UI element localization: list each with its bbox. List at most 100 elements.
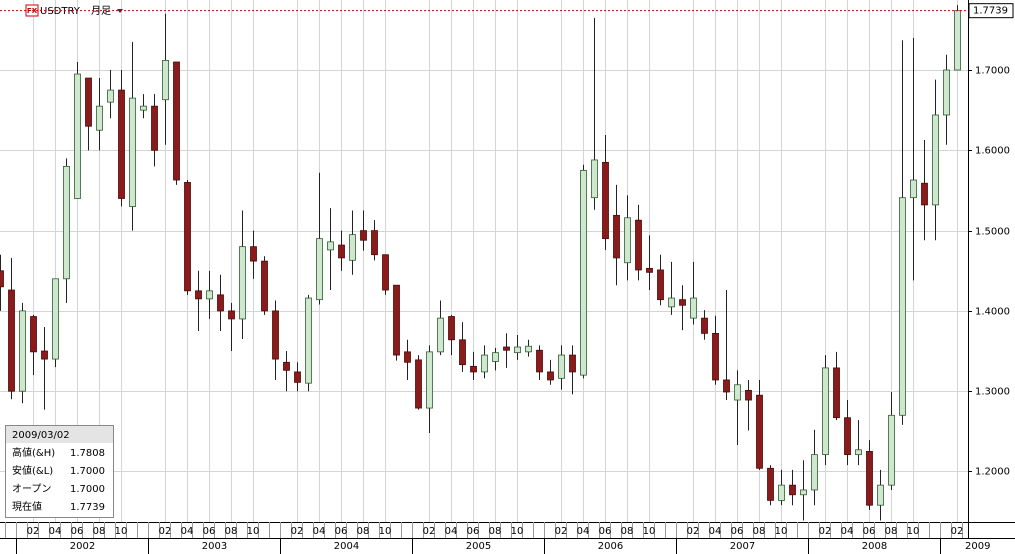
x-tick-label: 02 xyxy=(819,526,832,537)
info-value: 1.7000 xyxy=(70,466,105,477)
candle-body xyxy=(338,244,345,259)
candle-body xyxy=(118,89,125,199)
candle-body xyxy=(217,294,224,312)
candle-body xyxy=(382,254,389,291)
candle-body xyxy=(371,230,378,256)
candle-body xyxy=(690,297,697,319)
candle-body xyxy=(250,246,257,262)
y-tick-label: 1.6000 xyxy=(975,146,1010,157)
symbol: USDTRY xyxy=(40,6,81,17)
candle-body xyxy=(723,379,730,393)
x-tick-label: 04 xyxy=(49,526,62,537)
x-tick-label: 10 xyxy=(643,526,656,537)
x-tick-label: 06 xyxy=(863,526,876,537)
x-tick-label: 02 xyxy=(159,526,172,537)
candle-body xyxy=(833,367,840,419)
candle-body xyxy=(943,69,950,116)
year-label: 2004 xyxy=(334,541,359,552)
x-tick-label: 04 xyxy=(841,526,854,537)
candle-body xyxy=(140,105,147,111)
x-tick-label: 10 xyxy=(511,526,524,537)
candle-body xyxy=(52,278,59,360)
candle-body xyxy=(0,270,4,288)
x-tick-label: 06 xyxy=(467,526,480,537)
x-tick-label: 02 xyxy=(951,526,964,537)
candle-body xyxy=(591,159,598,199)
candle-body xyxy=(272,310,279,360)
x-tick-label: 10 xyxy=(247,526,260,537)
year-label: 2007 xyxy=(730,541,755,552)
candle-body xyxy=(789,484,796,496)
y-tick-label: 1.3000 xyxy=(975,387,1010,398)
x-tick-label: 08 xyxy=(621,526,634,537)
candle-body xyxy=(404,351,411,363)
x-tick-label: 04 xyxy=(313,526,326,537)
candle-body xyxy=(811,454,818,491)
x-tick-label: 06 xyxy=(203,526,216,537)
candle-body xyxy=(195,290,202,300)
candle-body xyxy=(800,489,807,496)
info-header-bg xyxy=(6,426,113,443)
info-value: 1.7000 xyxy=(70,484,105,495)
candle-body xyxy=(459,339,466,366)
candle-body xyxy=(162,59,169,101)
candle-body xyxy=(415,359,422,409)
candle-body xyxy=(844,417,851,456)
candle-body xyxy=(745,389,752,401)
candle-body xyxy=(8,289,15,392)
year-label: 2002 xyxy=(70,541,95,552)
x-tick-label: 10 xyxy=(115,526,128,537)
info-label: 安値(&L) xyxy=(12,464,53,477)
info-label: オープン xyxy=(12,483,51,495)
candle-body xyxy=(525,345,532,353)
x-tick-label: 02 xyxy=(291,526,304,537)
info-value: 1.7739 xyxy=(70,502,105,513)
candle-body xyxy=(470,365,477,373)
candle-body xyxy=(151,105,158,151)
candle-body xyxy=(107,89,114,103)
candle-body xyxy=(261,260,268,312)
candle-body xyxy=(19,310,26,392)
candle-body xyxy=(635,219,642,271)
candle-body xyxy=(305,297,312,384)
candle-body xyxy=(646,267,653,273)
y-tick-label: 1.7000 xyxy=(975,66,1010,77)
candle-body xyxy=(877,484,884,506)
info-value: 1.7808 xyxy=(70,448,105,459)
candle-body xyxy=(558,354,565,379)
year-label: 2005 xyxy=(466,541,491,552)
y-tick-label: 1.4000 xyxy=(975,307,1010,318)
year-label: 2003 xyxy=(202,541,227,552)
candle-body xyxy=(316,238,323,301)
x-tick-label: 08 xyxy=(753,526,766,537)
candle-body xyxy=(481,354,488,373)
candles xyxy=(0,5,961,521)
candle-body xyxy=(855,449,862,456)
candle-body xyxy=(932,114,939,206)
info-box: 2009/03/02 高値(&H) 1.7808 安値(&L) 1.7000 オープン 1… xyxy=(5,425,114,518)
candle-body xyxy=(679,299,686,306)
candle-body xyxy=(921,182,928,206)
candle-body xyxy=(866,451,873,506)
candle-body xyxy=(734,384,741,401)
candle-body xyxy=(756,394,763,469)
candle-body xyxy=(580,169,587,376)
x-tick-label: 08 xyxy=(885,526,898,537)
candle-body xyxy=(393,284,400,356)
x-tick-label: 06 xyxy=(71,526,84,537)
candle-body xyxy=(206,290,213,300)
x-tick-label: 04 xyxy=(709,526,722,537)
last-price-label: 1.7739 xyxy=(973,6,1008,17)
candle-body xyxy=(294,371,301,383)
info-date: 2009/03/02 xyxy=(12,430,70,441)
candle-body xyxy=(327,241,334,251)
x-tick-label: 08 xyxy=(357,526,370,537)
candle-body xyxy=(822,367,829,456)
candle-body xyxy=(547,371,554,381)
candle-body xyxy=(184,182,191,292)
candle-body xyxy=(657,269,664,301)
candle-body xyxy=(426,351,433,409)
candle-body xyxy=(624,217,631,264)
candle-body xyxy=(173,61,180,181)
candle-body xyxy=(712,332,719,381)
